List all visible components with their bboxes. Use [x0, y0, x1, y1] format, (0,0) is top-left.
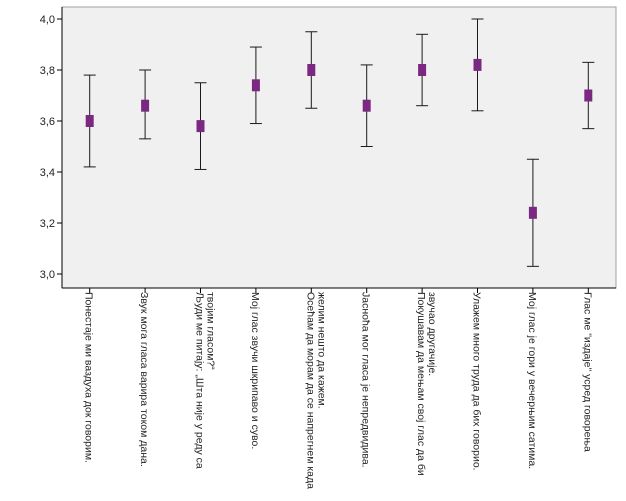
x-category-label: Мој глас звучи шкрипаво и суво.	[249, 292, 261, 449]
y-axis: 3,0 3,2 3,4 3,6 3,8 4,0	[40, 7, 616, 289]
error-bars	[83, 18, 595, 293]
mean-marker	[85, 115, 94, 127]
mean-marker	[528, 206, 537, 219]
error-bar-8	[471, 18, 484, 112]
x-category-label: Покушавам да мењам свој глас да би	[415, 292, 427, 476]
y-tick-label: 3,4	[40, 167, 55, 179]
y-tick-label: 3,8	[40, 65, 55, 77]
x-category-label: Осећам да морам да се напрегнем када	[304, 292, 316, 489]
mean-marker	[141, 99, 150, 112]
x-category-label: Јасноћа мог гласа је непредвидива.	[360, 292, 372, 468]
x-category-label: Звук мога гласа варира током дана.	[138, 292, 150, 467]
x-category-label: звучао другачије.	[426, 292, 438, 376]
error-bar-6	[360, 64, 373, 147]
mean-marker	[584, 89, 593, 102]
mean-marker	[251, 79, 260, 92]
error-bar-3	[194, 82, 207, 170]
y-tick-label: 3,2	[40, 218, 55, 230]
x-category-label: желим нешто да кажем.	[315, 292, 327, 409]
error-bar-4	[249, 46, 262, 125]
mean-marker	[362, 99, 371, 112]
plot-area	[61, 6, 617, 289]
x-category-label: Мој глас је гори у вечерњим сатима.	[526, 292, 538, 469]
error-bar-10	[582, 61, 595, 130]
error-bar-5	[305, 31, 318, 109]
mean-marker	[196, 120, 205, 133]
x-category-label: Људи ме питају: „Шта није у реду са	[194, 292, 206, 469]
y-tick-label: 4,0	[40, 14, 55, 26]
error-bar-1	[83, 74, 96, 168]
y-tick-label: 3,6	[40, 116, 55, 128]
mean-marker	[307, 64, 316, 76]
error-bar-2	[139, 69, 152, 140]
x-axis-labels: Понестаје ми ваздуха док говорим. Звук мо…	[83, 292, 594, 489]
mean-marker	[473, 58, 482, 71]
error-bar-7	[416, 33, 429, 107]
x-category-label: Улажем много труда да бих говорио.	[471, 292, 483, 471]
x-category-label: Глас ме "издаје" усред говорења	[581, 292, 593, 452]
error-bar-9	[526, 158, 539, 267]
x-category-label: твојим гласом?“	[205, 292, 217, 370]
mean-marker	[418, 64, 427, 76]
x-category-label: Понестаје ми ваздуха док говорим.	[83, 292, 95, 463]
y-tick-label: 3,0	[40, 269, 55, 281]
